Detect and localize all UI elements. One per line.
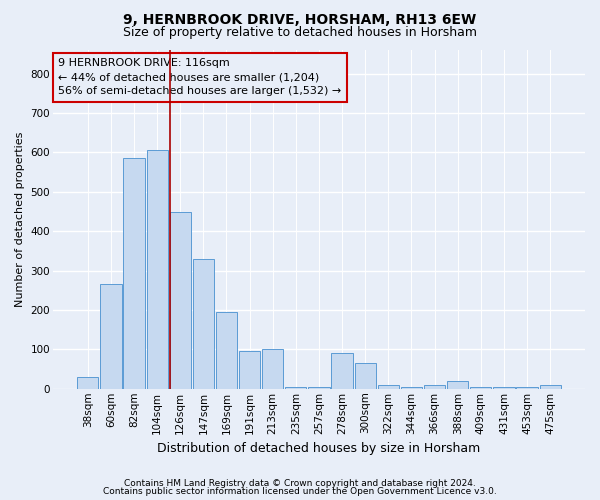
Bar	[470, 387, 491, 389]
Bar	[170, 212, 191, 389]
Bar	[216, 312, 237, 389]
Bar	[447, 381, 469, 389]
Bar	[378, 385, 399, 389]
Bar	[539, 385, 561, 389]
Bar	[355, 363, 376, 389]
Bar	[124, 158, 145, 389]
Bar	[308, 387, 329, 389]
Bar	[493, 387, 515, 389]
Text: 9, HERNBROOK DRIVE, HORSHAM, RH13 6EW: 9, HERNBROOK DRIVE, HORSHAM, RH13 6EW	[124, 12, 476, 26]
X-axis label: Distribution of detached houses by size in Horsham: Distribution of detached houses by size …	[157, 442, 481, 455]
Text: 9 HERNBROOK DRIVE: 116sqm
← 44% of detached houses are smaller (1,204)
56% of se: 9 HERNBROOK DRIVE: 116sqm ← 44% of detac…	[58, 58, 341, 96]
Bar	[77, 377, 98, 389]
Y-axis label: Number of detached properties: Number of detached properties	[15, 132, 25, 307]
Bar	[285, 387, 307, 389]
Bar	[331, 354, 353, 389]
Text: Size of property relative to detached houses in Horsham: Size of property relative to detached ho…	[123, 26, 477, 39]
Bar	[517, 387, 538, 389]
Bar	[100, 284, 122, 389]
Bar	[262, 350, 283, 389]
Bar	[193, 259, 214, 389]
Bar	[239, 352, 260, 389]
Text: Contains HM Land Registry data © Crown copyright and database right 2024.: Contains HM Land Registry data © Crown c…	[124, 478, 476, 488]
Bar	[424, 385, 445, 389]
Bar	[146, 150, 168, 389]
Bar	[401, 387, 422, 389]
Text: Contains public sector information licensed under the Open Government Licence v3: Contains public sector information licen…	[103, 487, 497, 496]
